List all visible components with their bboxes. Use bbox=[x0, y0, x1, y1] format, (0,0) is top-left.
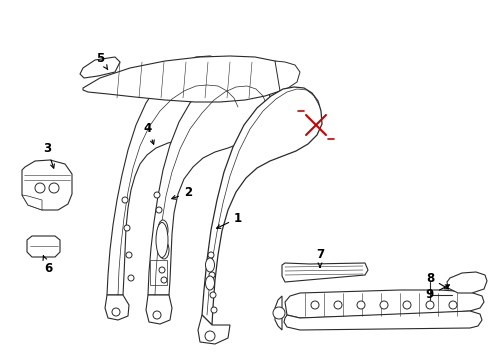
Polygon shape bbox=[27, 236, 60, 257]
Text: 1: 1 bbox=[216, 211, 242, 228]
Polygon shape bbox=[446, 272, 486, 293]
Circle shape bbox=[356, 301, 364, 309]
Polygon shape bbox=[148, 70, 274, 295]
Circle shape bbox=[425, 301, 433, 309]
Circle shape bbox=[93, 62, 103, 72]
Circle shape bbox=[207, 252, 214, 258]
Circle shape bbox=[272, 307, 285, 319]
Polygon shape bbox=[83, 56, 291, 102]
Polygon shape bbox=[80, 57, 120, 78]
Circle shape bbox=[204, 331, 215, 341]
Polygon shape bbox=[150, 260, 167, 285]
Circle shape bbox=[124, 225, 130, 231]
Polygon shape bbox=[274, 296, 282, 330]
Circle shape bbox=[333, 301, 341, 309]
Circle shape bbox=[49, 183, 59, 193]
Text: 9: 9 bbox=[425, 285, 448, 302]
Text: 4: 4 bbox=[143, 122, 154, 144]
Text: 2: 2 bbox=[171, 186, 192, 199]
Circle shape bbox=[402, 301, 410, 309]
Ellipse shape bbox=[205, 258, 214, 272]
Ellipse shape bbox=[159, 241, 169, 259]
Polygon shape bbox=[198, 315, 229, 344]
Circle shape bbox=[159, 267, 164, 273]
Circle shape bbox=[310, 301, 318, 309]
Circle shape bbox=[209, 292, 216, 298]
Polygon shape bbox=[107, 56, 251, 295]
Polygon shape bbox=[284, 311, 481, 330]
Ellipse shape bbox=[205, 276, 214, 290]
Circle shape bbox=[128, 275, 134, 281]
Circle shape bbox=[156, 207, 162, 213]
Polygon shape bbox=[285, 290, 483, 318]
Circle shape bbox=[126, 252, 132, 258]
Circle shape bbox=[154, 192, 160, 198]
Text: 7: 7 bbox=[315, 248, 324, 267]
Text: 3: 3 bbox=[43, 141, 54, 168]
Text: 6: 6 bbox=[43, 256, 52, 274]
Circle shape bbox=[469, 278, 477, 286]
Circle shape bbox=[122, 197, 128, 203]
Polygon shape bbox=[105, 295, 129, 320]
Circle shape bbox=[208, 272, 215, 278]
Circle shape bbox=[448, 301, 456, 309]
Text: 8: 8 bbox=[425, 271, 447, 289]
Polygon shape bbox=[22, 160, 72, 210]
Polygon shape bbox=[282, 263, 367, 282]
Polygon shape bbox=[202, 87, 321, 325]
Circle shape bbox=[210, 307, 217, 313]
Circle shape bbox=[379, 301, 387, 309]
Ellipse shape bbox=[156, 222, 168, 257]
Text: 5: 5 bbox=[96, 51, 107, 69]
Ellipse shape bbox=[158, 220, 168, 240]
Circle shape bbox=[112, 308, 120, 316]
Circle shape bbox=[455, 279, 463, 287]
Polygon shape bbox=[146, 295, 172, 324]
Circle shape bbox=[161, 277, 167, 283]
Polygon shape bbox=[22, 195, 42, 210]
Polygon shape bbox=[274, 61, 299, 91]
Circle shape bbox=[153, 311, 161, 319]
Circle shape bbox=[35, 183, 45, 193]
